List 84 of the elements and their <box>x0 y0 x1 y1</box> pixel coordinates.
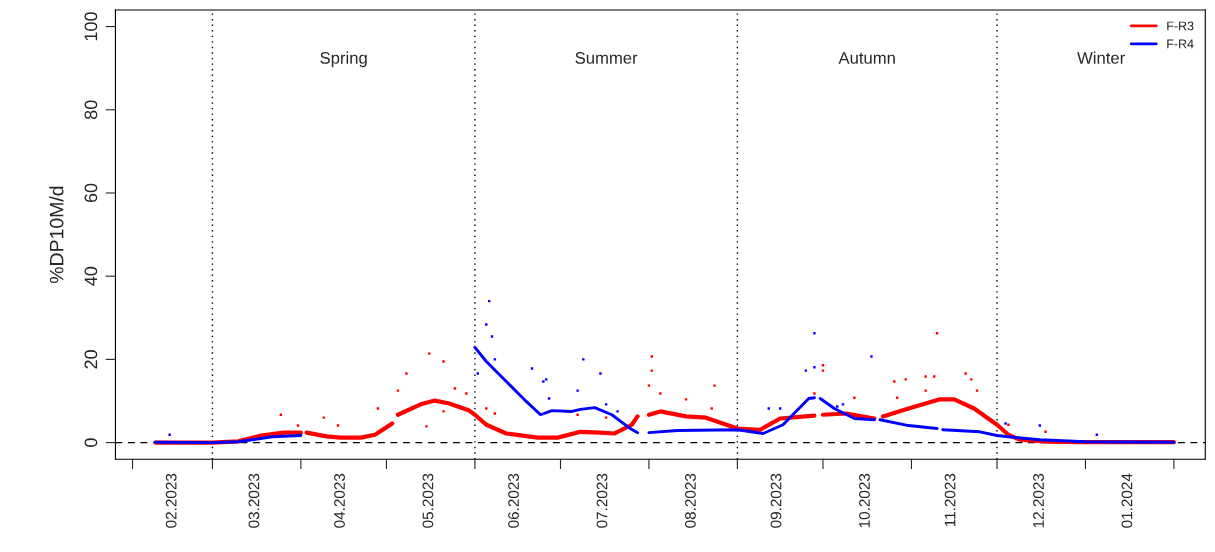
point <box>778 407 782 410</box>
point <box>442 360 445 363</box>
point <box>396 389 400 392</box>
point <box>616 410 619 413</box>
point <box>804 369 808 372</box>
point <box>476 372 479 375</box>
x-tick-label: 09.2023 <box>770 473 782 528</box>
point <box>576 413 579 416</box>
point <box>821 369 825 372</box>
point <box>1044 430 1047 434</box>
point <box>336 424 340 427</box>
point <box>376 407 380 410</box>
point <box>405 372 408 375</box>
point <box>425 425 428 428</box>
x-tick-label: 03.2023 <box>248 473 260 528</box>
point <box>836 405 839 408</box>
point <box>650 369 653 372</box>
point <box>493 358 497 361</box>
point <box>895 396 899 399</box>
point <box>767 407 770 410</box>
legend-label: F-R4 <box>1167 39 1194 49</box>
x-tick-label: 01.2024 <box>1121 473 1133 528</box>
point <box>659 392 662 395</box>
point <box>599 372 602 375</box>
point <box>547 397 551 400</box>
point <box>428 352 431 355</box>
point <box>893 380 896 383</box>
x-tick-label: 08.2023 <box>685 473 696 528</box>
point <box>442 410 445 413</box>
annotation: Summer <box>575 52 638 64</box>
point <box>853 396 856 399</box>
point <box>604 403 608 406</box>
legend-label: F-R3 <box>1167 21 1194 31</box>
point <box>710 407 713 410</box>
point <box>493 412 497 415</box>
point <box>168 433 171 436</box>
point <box>604 416 608 419</box>
x-tick-label: 07.2023 <box>596 473 608 528</box>
point <box>465 392 468 395</box>
point <box>924 375 927 378</box>
x-tick-label: 02.2023 <box>165 473 177 528</box>
point <box>970 378 973 381</box>
point <box>813 366 816 369</box>
x-tick-label: 11.2023 <box>944 473 956 527</box>
y-tick-label: 20 <box>84 350 98 369</box>
y-tick-label: 0 <box>84 438 98 447</box>
point <box>841 403 845 406</box>
point <box>545 378 548 381</box>
point <box>650 355 653 358</box>
point <box>485 323 488 326</box>
point <box>576 389 579 392</box>
x-tick-label: 10.2023 <box>859 473 870 528</box>
point <box>684 398 688 401</box>
annotation: Spring <box>320 51 367 68</box>
x-tick-label: 12.2023 <box>1033 473 1044 528</box>
point <box>870 355 873 358</box>
point <box>713 384 716 387</box>
point <box>904 378 907 381</box>
annotation: Winter <box>1077 51 1125 64</box>
point <box>322 416 325 419</box>
y-tick-label: 100 <box>84 12 98 41</box>
point <box>964 372 967 375</box>
point <box>490 335 494 338</box>
x-tick-label: 05.2023 <box>422 473 434 528</box>
point <box>647 384 651 387</box>
point <box>933 375 936 378</box>
point <box>582 358 585 361</box>
y-axis-title: %DP10M/d <box>49 186 64 284</box>
point <box>542 380 545 383</box>
point <box>485 407 488 410</box>
y-tick-label: 40 <box>84 266 98 286</box>
point <box>453 387 457 390</box>
y-tick-label: 80 <box>84 100 98 120</box>
point <box>924 389 927 392</box>
point <box>1038 424 1042 427</box>
y-tick-label: 60 <box>84 183 98 203</box>
annotation: Autumn <box>838 52 895 64</box>
point <box>813 332 816 335</box>
point <box>530 367 534 370</box>
x-tick-label: 06.2023 <box>508 473 519 528</box>
point <box>296 424 300 427</box>
x-tick-label: 04.2023 <box>334 473 345 528</box>
point <box>813 392 816 395</box>
point <box>975 389 979 392</box>
